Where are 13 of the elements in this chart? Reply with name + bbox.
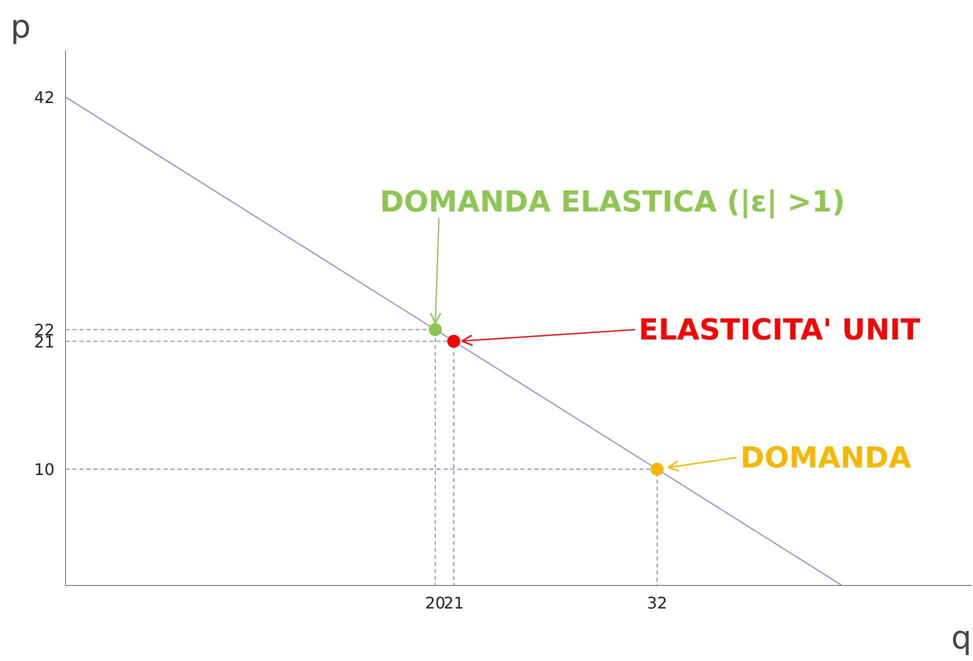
annotation: DOMANDA ELASTICA (|ε| >1): [380, 184, 846, 219]
annotation: DOMANDA: [740, 440, 912, 475]
x-tick-label: 21: [444, 594, 464, 612]
y-tick-label: 10: [34, 460, 54, 480]
point: [650, 462, 664, 476]
y-axis-title: p: [10, 8, 31, 46]
point: [428, 323, 442, 336]
annotation: ELASTICITA' UNIT: [638, 312, 921, 347]
point: [447, 334, 460, 348]
x-axis-title: q: [951, 618, 972, 656]
x-tick-label: 20: [425, 594, 446, 612]
y-tick-label: 42: [34, 88, 54, 108]
x-tick-label: 32: [646, 594, 668, 612]
